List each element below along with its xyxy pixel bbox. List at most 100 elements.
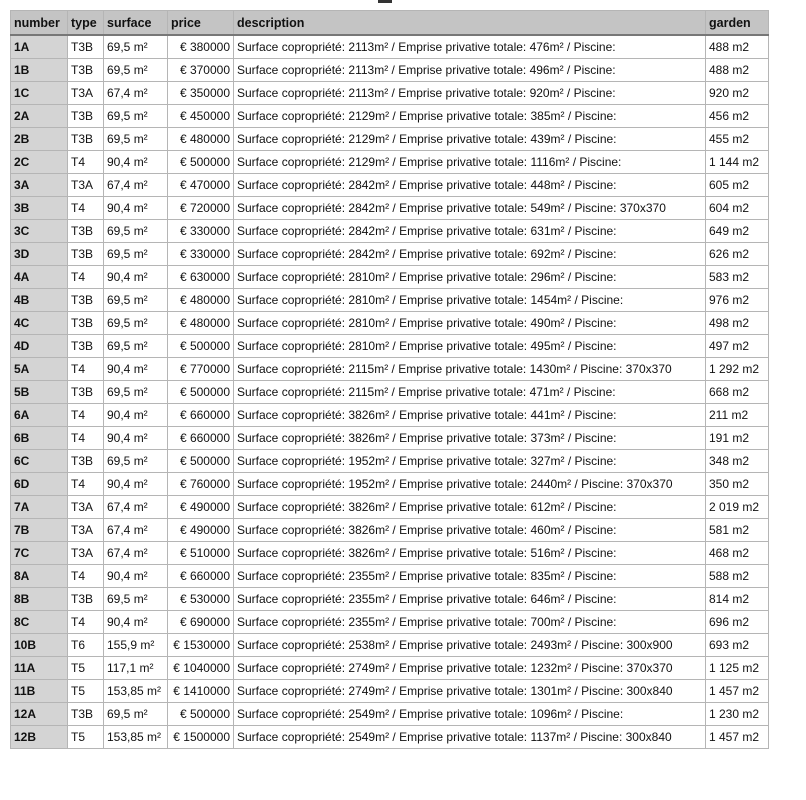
cell-type: T4 xyxy=(67,265,104,289)
cell-garden: 497 m2 xyxy=(705,334,769,358)
cell-number: 6A xyxy=(10,403,68,427)
cell-price: € 760000 xyxy=(167,472,234,496)
cell-garden: 1 457 m2 xyxy=(705,725,769,749)
table-row: 1C T3A 67,4 m² € 350000 Surface copropriété:… xyxy=(10,81,769,105)
cell-surface: 69,5 m² xyxy=(103,58,168,82)
cell-number: 8A xyxy=(10,564,68,588)
cell-surface: 90,4 m² xyxy=(103,357,168,381)
cell-description: Surface copropriété: 2355m² / Emprise pr… xyxy=(233,564,706,588)
cell-description: Surface copropriété: 2129m² / Emprise pr… xyxy=(233,127,706,151)
cell-type: T4 xyxy=(67,196,104,220)
cell-garden: 498 m2 xyxy=(705,311,769,335)
cell-surface: 69,5 m² xyxy=(103,242,168,266)
cell-number: 1B xyxy=(10,58,68,82)
cell-price: € 1040000 xyxy=(167,656,234,680)
cell-surface: 69,5 m² xyxy=(103,334,168,358)
cell-description: Surface copropriété: 3826m² / Emprise pr… xyxy=(233,403,706,427)
cell-price: € 500000 xyxy=(167,150,234,174)
cell-surface: 69,5 m² xyxy=(103,288,168,312)
cell-type: T3B xyxy=(67,104,104,128)
cell-number: 7C xyxy=(10,541,68,565)
table-row: 1A T3B 69,5 m² € 380000 Surface copropriété:… xyxy=(10,34,769,59)
cell-description: Surface copropriété: 2842m² / Emprise pr… xyxy=(233,242,706,266)
cell-garden: 350 m2 xyxy=(705,472,769,496)
header-price: price xyxy=(167,10,234,36)
cell-price: € 1500000 xyxy=(167,725,234,749)
cell-number: 10B xyxy=(10,633,68,657)
cell-surface: 117,1 m² xyxy=(103,656,168,680)
cell-surface: 69,5 m² xyxy=(103,311,168,335)
cell-type: T3A xyxy=(67,173,104,197)
cell-type: T3B xyxy=(67,380,104,404)
header-number: number xyxy=(10,10,68,36)
cell-price: € 500000 xyxy=(167,380,234,404)
cell-type: T6 xyxy=(67,633,104,657)
cell-number: 3D xyxy=(10,242,68,266)
cell-number: 11B xyxy=(10,679,68,703)
cell-garden: 1 457 m2 xyxy=(705,679,769,703)
cell-garden: 488 m2 xyxy=(705,58,769,82)
table-body: 1A T3B 69,5 m² € 380000 Surface copropriété:… xyxy=(10,34,769,749)
cell-price: € 490000 xyxy=(167,495,234,519)
cell-number: 3A xyxy=(10,173,68,197)
cell-description: Surface copropriété: 2355m² / Emprise pr… xyxy=(233,610,706,634)
table-row: 3C T3B 69,5 m² € 330000 Surface copropriété:… xyxy=(10,219,769,243)
cell-type: T3B xyxy=(67,127,104,151)
cell-number: 5B xyxy=(10,380,68,404)
table-row: 3A T3A 67,4 m² € 470000 Surface copropriété:… xyxy=(10,173,769,197)
cell-description: Surface copropriété: 2549m² / Emprise pr… xyxy=(233,725,706,749)
cell-surface: 69,5 m² xyxy=(103,127,168,151)
cell-surface: 67,4 m² xyxy=(103,173,168,197)
cell-type: T3A xyxy=(67,81,104,105)
table-row: 12A T3B 69,5 m² € 500000 Surface copropriété… xyxy=(10,702,769,726)
header-type: type xyxy=(67,10,104,36)
cell-number: 8C xyxy=(10,610,68,634)
table-row: 8A T4 90,4 m² € 660000 Surface copropriété: … xyxy=(10,564,769,588)
cell-number: 4D xyxy=(10,334,68,358)
cell-price: € 500000 xyxy=(167,449,234,473)
cell-garden: 649 m2 xyxy=(705,219,769,243)
cell-description: Surface copropriété: 2113m² / Emprise pr… xyxy=(233,34,706,59)
cell-type: T3A xyxy=(67,495,104,519)
cell-type: T3A xyxy=(67,541,104,565)
table-row: 7B T3A 67,4 m² € 490000 Surface copropriété:… xyxy=(10,518,769,542)
cell-type: T5 xyxy=(67,725,104,749)
cell-price: € 380000 xyxy=(167,34,234,59)
cell-price: € 330000 xyxy=(167,242,234,266)
cell-type: T3B xyxy=(67,34,104,59)
cell-garden: 1 144 m2 xyxy=(705,150,769,174)
cell-surface: 90,4 m² xyxy=(103,150,168,174)
property-table: number type surface price description ga… xyxy=(10,10,769,749)
cell-description: Surface copropriété: 1952m² / Emprise pr… xyxy=(233,449,706,473)
cell-description: Surface copropriété: 2842m² / Emprise pr… xyxy=(233,173,706,197)
cell-description: Surface copropriété: 2749m² / Emprise pr… xyxy=(233,679,706,703)
cell-description: Surface copropriété: 3826m² / Emprise pr… xyxy=(233,518,706,542)
cell-description: Surface copropriété: 2842m² / Emprise pr… xyxy=(233,196,706,220)
cell-number: 6D xyxy=(10,472,68,496)
table-row: 11A T5 117,1 m² € 1040000 Surface copropriét… xyxy=(10,656,769,680)
table-row: 6B T4 90,4 m² € 660000 Surface copropriété: … xyxy=(10,426,769,450)
header-surface: surface xyxy=(103,10,168,36)
cell-description: Surface copropriété: 2113m² / Emprise pr… xyxy=(233,58,706,82)
cell-number: 6B xyxy=(10,426,68,450)
cell-type: T3B xyxy=(67,587,104,611)
cell-price: € 660000 xyxy=(167,403,234,427)
cell-garden: 626 m2 xyxy=(705,242,769,266)
cell-garden: 211 m2 xyxy=(705,403,769,427)
cell-surface: 67,4 m² xyxy=(103,518,168,542)
cell-description: Surface copropriété: 2129m² / Emprise pr… xyxy=(233,104,706,128)
cell-type: T3B xyxy=(67,449,104,473)
cell-type: T4 xyxy=(67,357,104,381)
header-garden: garden xyxy=(705,10,769,36)
header-description: description xyxy=(233,10,706,36)
cell-price: € 500000 xyxy=(167,702,234,726)
cell-description: Surface copropriété: 2749m² / Emprise pr… xyxy=(233,656,706,680)
cell-description: Surface copropriété: 2538m² / Emprise pr… xyxy=(233,633,706,657)
table-row: 7C T3A 67,4 m² € 510000 Surface copropriété:… xyxy=(10,541,769,565)
cell-surface: 67,4 m² xyxy=(103,495,168,519)
cell-garden: 696 m2 xyxy=(705,610,769,634)
cell-garden: 668 m2 xyxy=(705,380,769,404)
cell-price: € 500000 xyxy=(167,334,234,358)
cell-price: € 330000 xyxy=(167,219,234,243)
cell-garden: 2 019 m2 xyxy=(705,495,769,519)
